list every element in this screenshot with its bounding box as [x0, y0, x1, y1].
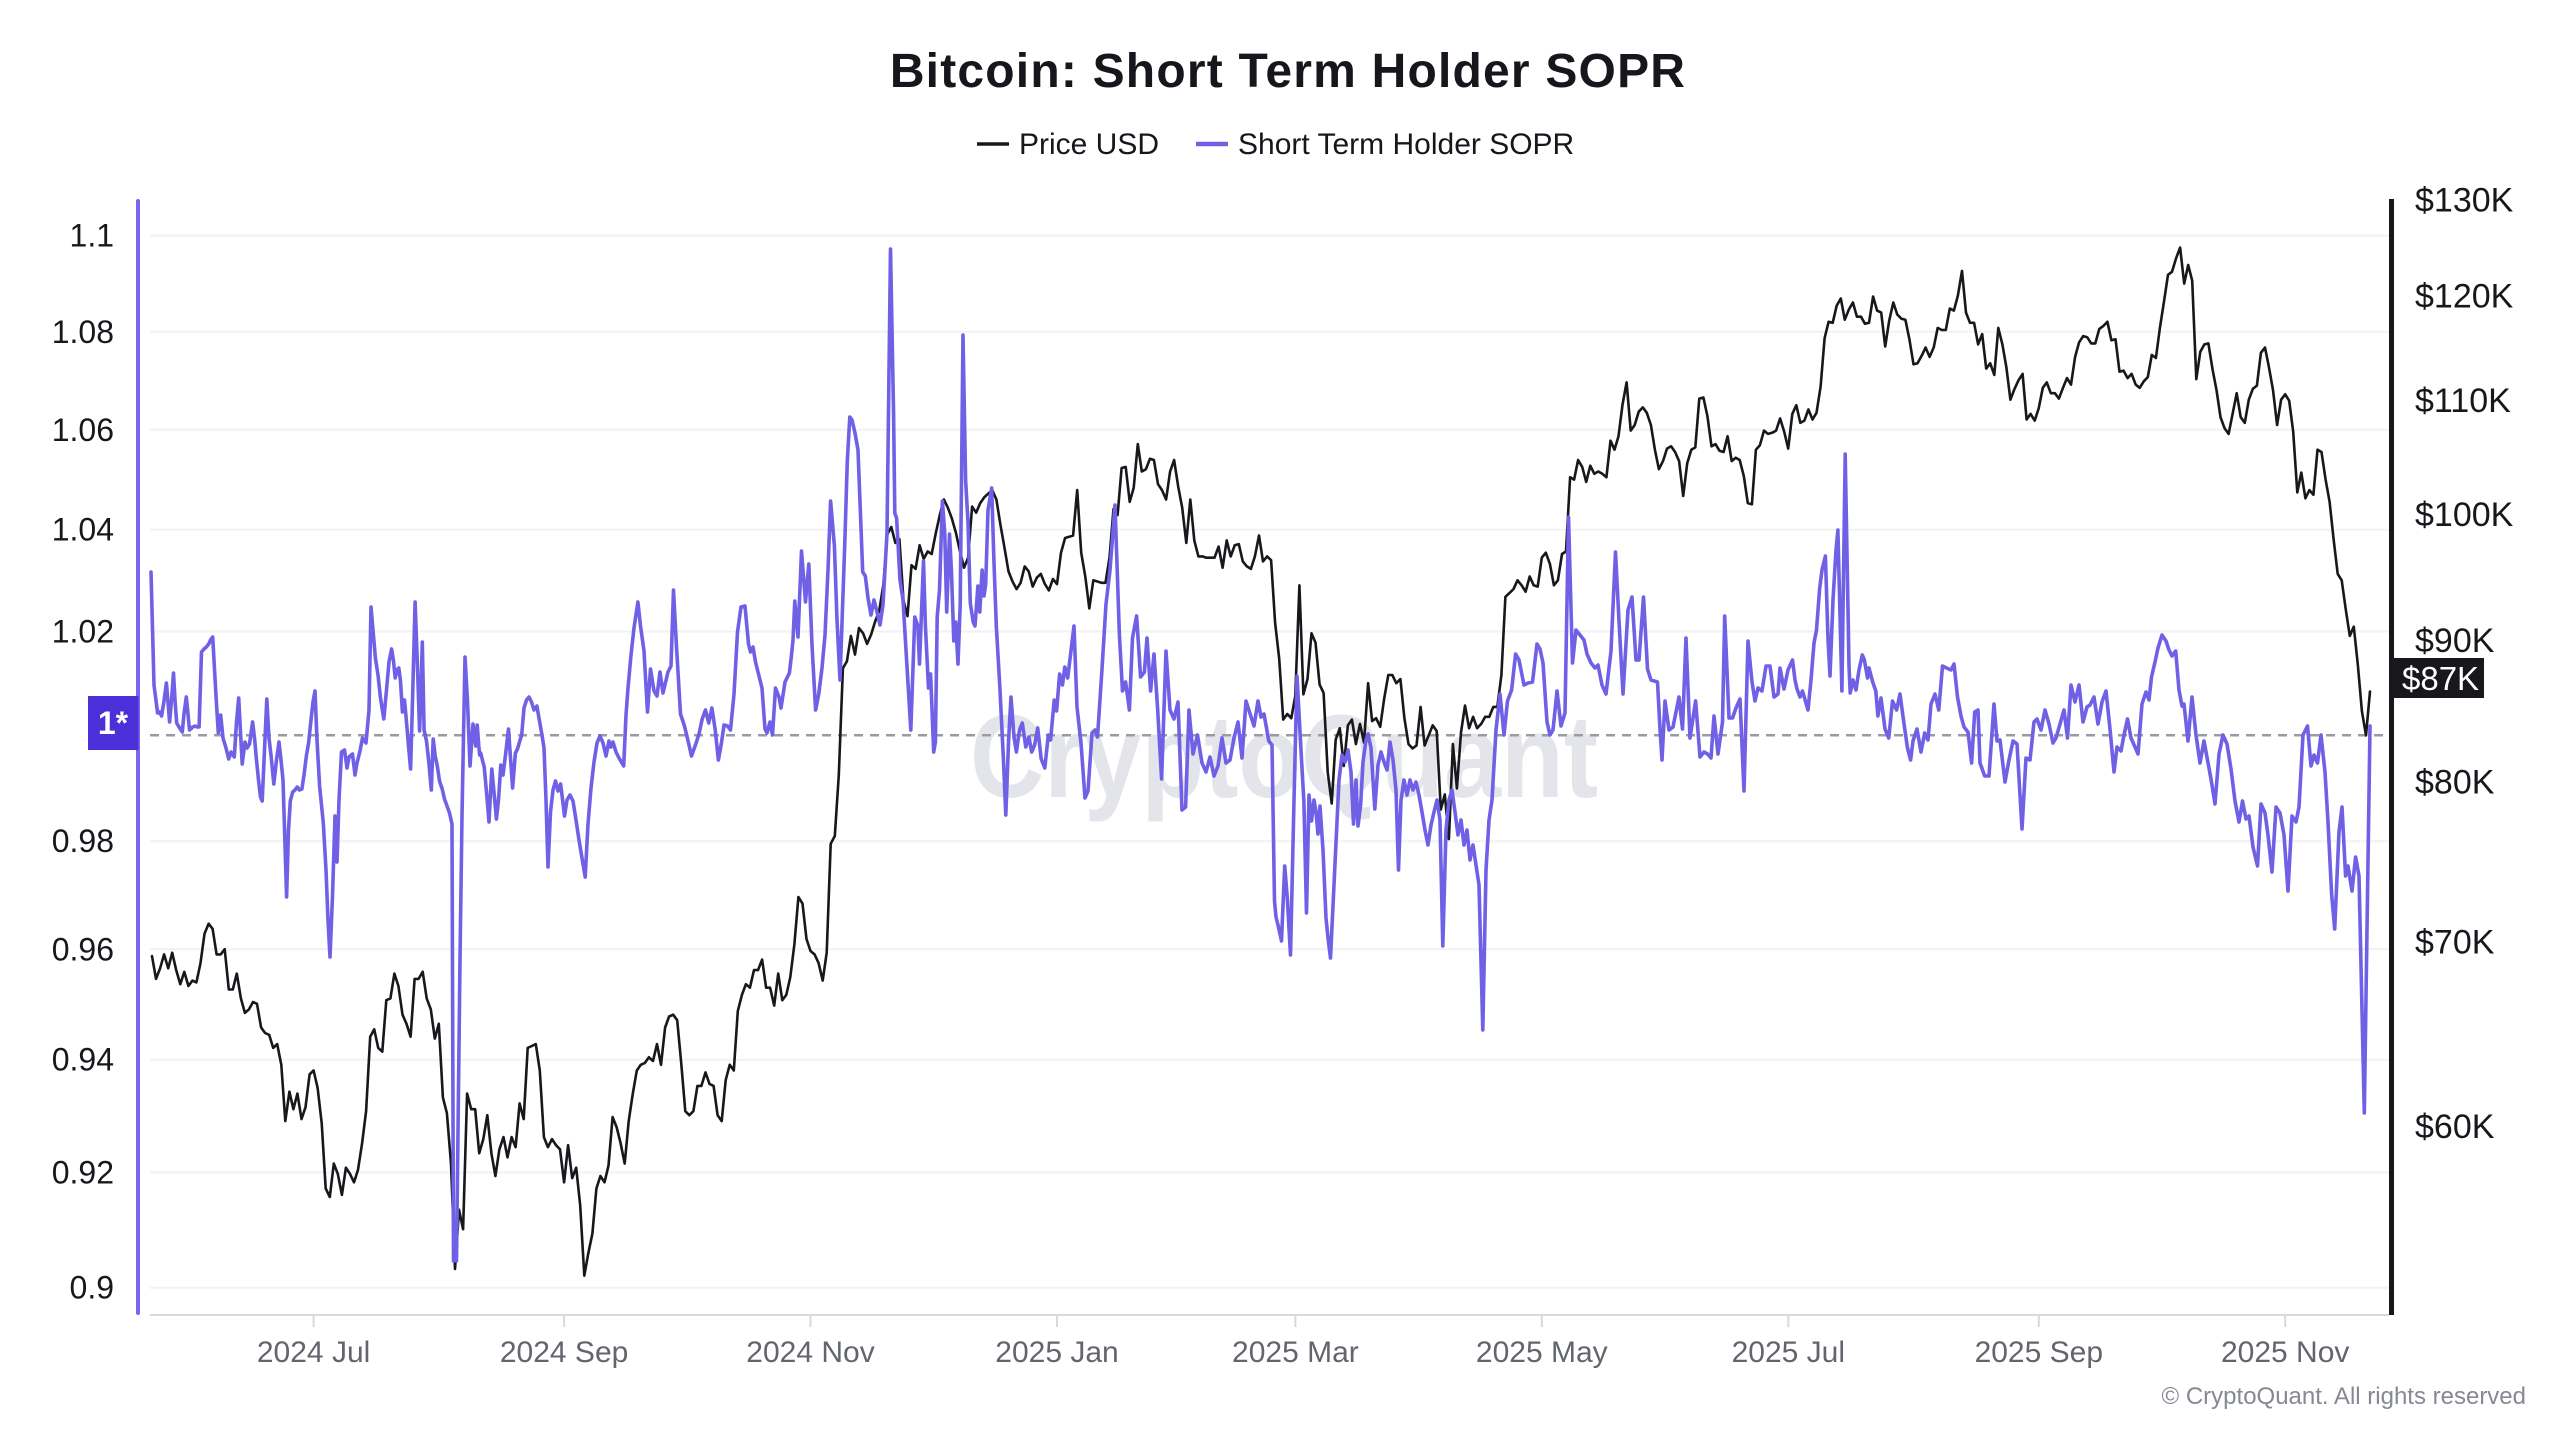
- svg-text:1.1: 1.1: [70, 218, 114, 254]
- svg-text:0.94: 0.94: [52, 1042, 114, 1078]
- svg-text:2024 Sep: 2024 Sep: [500, 1336, 628, 1369]
- svg-text:$87K: $87K: [2402, 660, 2479, 697]
- svg-text:0.96: 0.96: [52, 931, 114, 967]
- svg-text:1.04: 1.04: [52, 512, 114, 548]
- svg-text:2025 Mar: 2025 Mar: [1232, 1336, 1359, 1369]
- svg-text:1.02: 1.02: [52, 614, 114, 650]
- svg-text:2025 Nov: 2025 Nov: [2221, 1336, 2349, 1369]
- svg-text:2024 Nov: 2024 Nov: [746, 1336, 874, 1369]
- svg-text:$90K: $90K: [2415, 622, 2495, 660]
- svg-text:Short Term Holder SOPR: Short Term Holder SOPR: [1238, 128, 1574, 161]
- svg-text:0.92: 0.92: [52, 1155, 114, 1191]
- svg-text:1*: 1*: [98, 705, 129, 741]
- svg-text:$120K: $120K: [2415, 278, 2514, 316]
- svg-text:$100K: $100K: [2415, 496, 2514, 534]
- svg-text:$110K: $110K: [2415, 382, 2511, 420]
- svg-text:© CryptoQuant. All rights rese: © CryptoQuant. All rights reserved: [2162, 1383, 2527, 1410]
- svg-text:2025 Jan: 2025 Jan: [995, 1336, 1118, 1369]
- svg-text:2025 Jul: 2025 Jul: [1732, 1336, 1845, 1369]
- svg-text:$60K: $60K: [2415, 1108, 2495, 1146]
- svg-text:0.98: 0.98: [52, 823, 114, 859]
- svg-text:Bitcoin: Short Term Holder SOP: Bitcoin: Short Term Holder SOPR: [890, 45, 1686, 98]
- svg-text:$80K: $80K: [2415, 763, 2495, 801]
- svg-text:1.08: 1.08: [52, 314, 114, 350]
- svg-text:CryptoQuant: CryptoQuant: [970, 691, 1598, 823]
- svg-text:2024 Jul: 2024 Jul: [257, 1336, 370, 1369]
- svg-text:$70K: $70K: [2415, 923, 2495, 961]
- svg-text:$130K: $130K: [2415, 182, 2514, 220]
- svg-text:Price USD: Price USD: [1019, 128, 1159, 161]
- svg-text:0.9: 0.9: [70, 1270, 114, 1306]
- svg-text:2025 May: 2025 May: [1476, 1336, 1608, 1369]
- svg-text:2025 Sep: 2025 Sep: [1975, 1336, 2103, 1369]
- svg-text:1.06: 1.06: [52, 412, 114, 448]
